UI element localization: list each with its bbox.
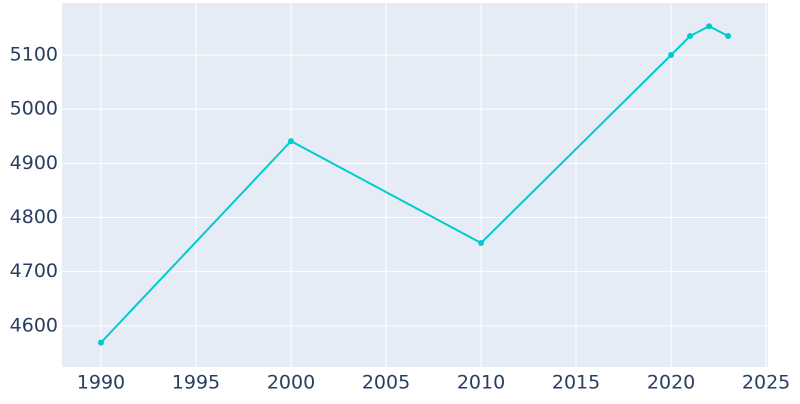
x-tick-label: 2010	[457, 372, 505, 394]
marker	[706, 23, 713, 30]
x-tick-label: 1995	[172, 372, 220, 394]
marker	[287, 138, 294, 145]
marker	[97, 339, 104, 346]
marker	[478, 239, 485, 246]
plot-area	[62, 3, 768, 367]
x-tick-label: 2025	[742, 372, 790, 394]
x-tick-label: 2015	[552, 372, 600, 394]
y-tick-label: 5100	[10, 44, 58, 66]
x-tick-label: 2005	[362, 372, 410, 394]
x-tick-label: 2000	[267, 372, 315, 394]
y-tick-label: 4800	[10, 206, 58, 228]
y-tick-label: 4600	[10, 314, 58, 336]
marker	[668, 52, 675, 58]
y-tick-label: 5000	[10, 98, 58, 120]
x-tick-label: 1990	[77, 372, 125, 394]
y-tick-label: 4900	[10, 152, 58, 174]
x-tick-label: 2020	[647, 372, 695, 394]
marker	[687, 33, 694, 40]
y-tick-label: 4700	[10, 260, 58, 282]
marker	[725, 33, 732, 40]
